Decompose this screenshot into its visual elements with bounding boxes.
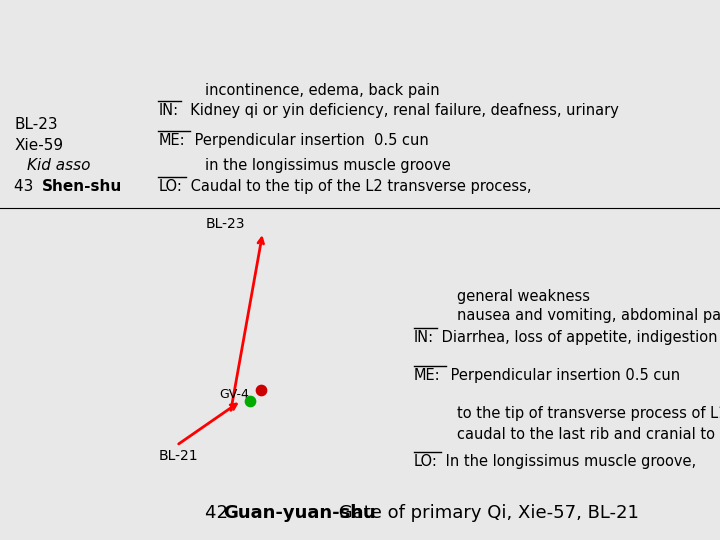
Text: BL-21: BL-21 <box>158 449 198 463</box>
Text: in the longissimus muscle groove: in the longissimus muscle groove <box>205 158 451 173</box>
Text: 42: 42 <box>205 504 234 522</box>
Text: Perpendicular insertion  0.5 cun: Perpendicular insertion 0.5 cun <box>190 133 429 148</box>
Text: Caudal to the tip of the L2 transverse process,: Caudal to the tip of the L2 transverse p… <box>186 179 531 194</box>
Text: Shen-shu: Shen-shu <box>42 179 122 194</box>
Text: IN:: IN: <box>414 330 434 345</box>
Text: incontinence, edema, back pain: incontinence, edema, back pain <box>205 83 440 98</box>
Text: BL-23: BL-23 <box>14 117 58 132</box>
Text: 43: 43 <box>14 179 39 194</box>
Text: Kidney qi or yin deficiency, renal failure, deafness, urinary: Kidney qi or yin deficiency, renal failu… <box>181 103 619 118</box>
Text: BL-23: BL-23 <box>205 217 245 231</box>
Text: LO:: LO: <box>414 454 438 469</box>
Text: In the longissimus muscle groove,: In the longissimus muscle groove, <box>441 454 696 469</box>
Text: Kid asso: Kid asso <box>27 158 91 173</box>
Text: caudal to the last rib and cranial to: caudal to the last rib and cranial to <box>457 427 715 442</box>
Text: Diarrhea, loss of appetite, indigestion: Diarrhea, loss of appetite, indigestion <box>437 330 718 345</box>
Point <box>244 135 256 144</box>
Text: Xie-59: Xie-59 <box>14 138 63 153</box>
Text: nausea and vomiting, abdominal pain: nausea and vomiting, abdominal pain <box>457 308 720 323</box>
Text: Perpendicular insertion 0.5 cun: Perpendicular insertion 0.5 cun <box>446 368 680 383</box>
Text: ME:: ME: <box>414 368 441 383</box>
Text: Gate of primary Qi, Xie-57, BL-21: Gate of primary Qi, Xie-57, BL-21 <box>333 504 639 522</box>
Text: Guan-yuan-shu: Guan-yuan-shu <box>223 504 376 522</box>
Point <box>256 145 267 154</box>
Text: LO:: LO: <box>158 179 182 194</box>
Text: IN:: IN: <box>158 103 179 118</box>
Text: to the tip of transverse process of L1: to the tip of transverse process of L1 <box>457 406 720 421</box>
Text: ME:: ME: <box>158 133 185 148</box>
Text: general weakness: general weakness <box>457 289 590 305</box>
Text: GV-4: GV-4 <box>220 388 249 401</box>
